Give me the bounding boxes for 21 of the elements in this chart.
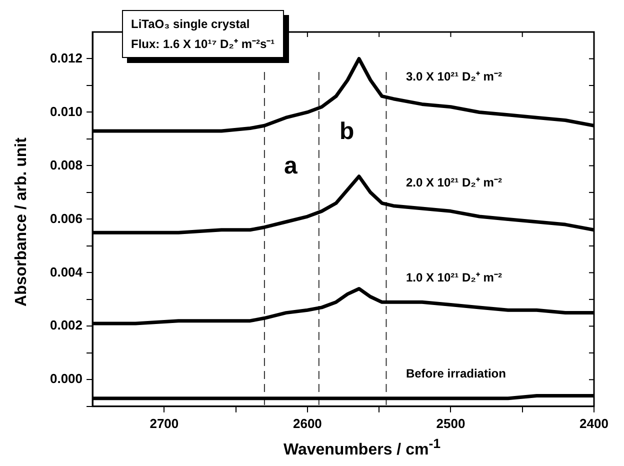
series-label: 1.0 X 10²¹ D₂⁺ m⁻² xyxy=(406,270,502,284)
y-tick-label: 0.012 xyxy=(50,50,83,66)
series-label: Before irradiation xyxy=(406,366,506,381)
y-tick-label: 0.008 xyxy=(50,157,83,172)
series-label: 2.0 X 10²¹ D₂⁺ m⁻² xyxy=(406,175,502,190)
y-tick-label: 0.004 xyxy=(50,264,84,280)
x-axis-title: Wavenumbers / cm$^{-1}$ xyxy=(282,436,442,460)
annotation: Flux: 1.6 X 10¹⁷ D₂⁺ m⁻²s⁻¹ xyxy=(131,36,275,53)
y-tick-label: 0.002 xyxy=(50,318,83,333)
y-tick-label: 0.010 xyxy=(50,104,83,119)
y-tick-label: 0.000 xyxy=(50,371,83,386)
x-tick-label: 2500 xyxy=(436,416,466,431)
y-tick-label: 0.006 xyxy=(50,210,83,226)
x-tick-label: 2700 xyxy=(150,416,179,431)
series-label: 3.0 X 10²¹ D₂⁺ m⁻² xyxy=(406,70,502,84)
x-tick-label: 2400 xyxy=(580,416,608,431)
annotation: b xyxy=(339,118,354,145)
annotation: a xyxy=(284,152,298,180)
x-tick-label: 2600 xyxy=(292,416,322,431)
text: LiTaO₃ single crystal xyxy=(131,16,251,33)
y-axis-title: Absorbance / arb. unit xyxy=(13,138,31,306)
